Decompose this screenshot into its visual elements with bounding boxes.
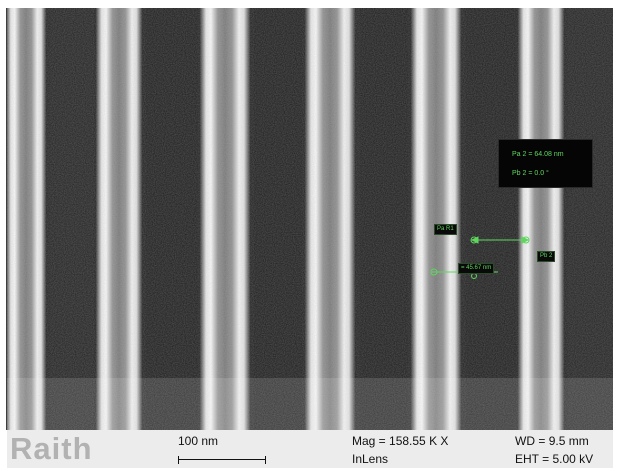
scale-bar-label: 100 nm bbox=[178, 434, 219, 448]
eht-voltage: EHT = 5.00 kV bbox=[515, 452, 593, 466]
tag-width: = 45.67 nm bbox=[458, 263, 495, 274]
mag-label: Mag = bbox=[352, 434, 386, 448]
raith-logo: Raith bbox=[10, 431, 93, 466]
noise-texture bbox=[7, 8, 613, 430]
measurement-pa-value: Pa 2 = 64.08 nm bbox=[512, 151, 564, 158]
measurement-panel: Pa 2 = 64.08 nm Pb 2 = 0.0 ° bbox=[498, 139, 593, 188]
mag-value: 158.55 K X bbox=[389, 434, 449, 448]
magnification: Mag = 158.55 K X bbox=[352, 434, 448, 448]
eht-value: 5.00 kV bbox=[552, 452, 594, 466]
tag-pb: Pb 2 bbox=[537, 251, 556, 262]
detector: InLens bbox=[352, 452, 389, 466]
working-distance: WD = 9.5 mm bbox=[515, 434, 589, 448]
measurement-pb-value: Pb 2 = 0.0 ° bbox=[512, 170, 549, 177]
scale-bar bbox=[178, 456, 266, 464]
eht-label: EHT = bbox=[515, 452, 550, 466]
wd-value: 9.5 mm bbox=[548, 434, 589, 448]
tag-pa: Pa R1 bbox=[434, 224, 457, 235]
wd-label: WD = bbox=[515, 434, 546, 448]
sem-info-bar: Raith 100 nm Mag = 158.55 K X InLens WD … bbox=[7, 430, 613, 468]
bottom-strip bbox=[7, 378, 613, 430]
